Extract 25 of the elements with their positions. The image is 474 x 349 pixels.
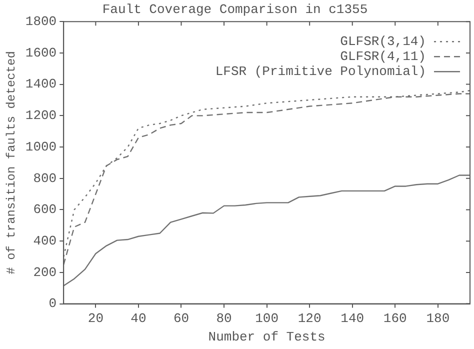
- x-axis-title: Number of Tests: [208, 330, 326, 345]
- x-tick-label: 60: [173, 311, 190, 326]
- chart-title: Fault Coverage Comparison in c1355: [102, 2, 368, 18]
- x-tick-label: 40: [130, 311, 146, 326]
- x-tick-label: 80: [216, 311, 232, 326]
- legend-label: GLFSR(3,14): [340, 34, 426, 50]
- y-tick-label: 0: [48, 296, 57, 312]
- y-tick-label: 1400: [25, 76, 57, 92]
- legend-label: GLFSR(4,11): [340, 49, 426, 64]
- x-tick-label: 140: [340, 311, 364, 326]
- y-tick-label: 400: [33, 234, 57, 249]
- y-tick-label: 1600: [25, 45, 57, 60]
- x-tick-label: 160: [383, 311, 407, 326]
- y-tick-label: 200: [33, 264, 57, 280]
- x-tick-label: 180: [426, 311, 450, 326]
- y-tick-label: 1000: [25, 139, 57, 154]
- y-tick-label: 800: [33, 170, 57, 186]
- y-tick-label: 600: [33, 202, 57, 218]
- x-tick-label: 20: [88, 311, 104, 326]
- y-axis-title: # of transition faults detected: [4, 51, 18, 274]
- x-tick-label: 100: [255, 311, 279, 326]
- legend-label: LFSR (Primitive Polynomial): [215, 64, 426, 80]
- y-tick-label: 1200: [25, 108, 57, 124]
- y-tick-label: 1800: [25, 14, 57, 30]
- x-tick-label: 120: [298, 311, 322, 326]
